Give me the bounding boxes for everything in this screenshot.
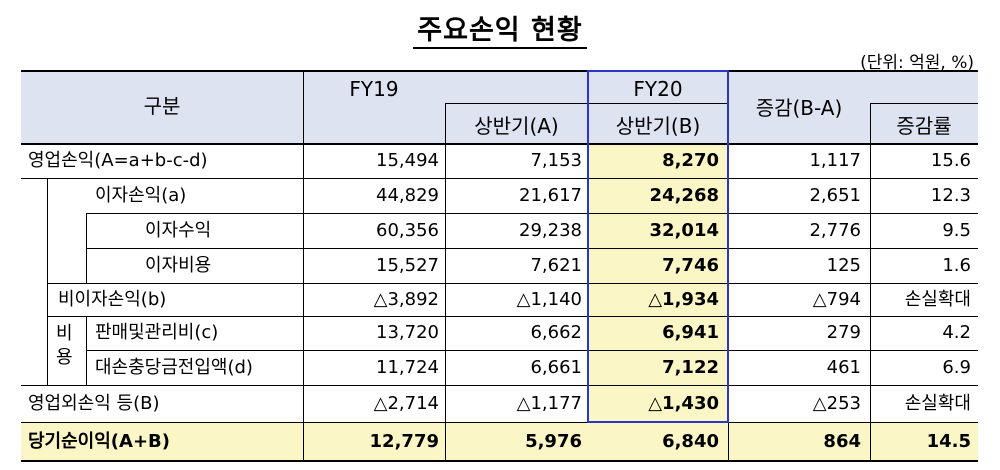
col-line-rate bbox=[870, 103, 871, 461]
fy19-value: 12,779 bbox=[369, 431, 439, 452]
row-line-2 bbox=[86, 213, 978, 214]
rate-value: 15.6 bbox=[930, 150, 971, 171]
header-background bbox=[21, 71, 978, 144]
h1b-value: 7,122 bbox=[662, 357, 719, 378]
row-line-7 bbox=[21, 385, 978, 386]
h1b-value: 24,268 bbox=[649, 185, 719, 206]
rate-value: 9.5 bbox=[942, 220, 971, 241]
rate-value: 6.9 bbox=[942, 357, 971, 378]
rate-value: 12.3 bbox=[930, 185, 971, 206]
header-mid-line-fy19 bbox=[445, 103, 588, 104]
page-title: 주요손익 현황 bbox=[0, 8, 1000, 49]
fy19-value: 15,494 bbox=[376, 150, 439, 171]
h1a-value: △1,140 bbox=[516, 289, 582, 310]
fy19-value: 60,356 bbox=[376, 220, 439, 241]
h1a-value: 6,661 bbox=[530, 357, 582, 378]
change-value: 461 bbox=[826, 357, 861, 378]
row-line-8 bbox=[21, 422, 978, 423]
h1b-value: △1,430 bbox=[648, 393, 719, 414]
indent-line-1 bbox=[47, 178, 48, 385]
total-row-background bbox=[21, 423, 978, 461]
h1b-value: 6,840 bbox=[662, 431, 719, 452]
header-bottom-border bbox=[21, 143, 978, 145]
row-line-1 bbox=[21, 178, 978, 179]
change-value: △253 bbox=[812, 393, 861, 414]
h1a-value: 7,153 bbox=[530, 150, 582, 171]
indent-line-2 bbox=[86, 213, 87, 283]
table-top-border bbox=[21, 70, 978, 72]
row-label-operating-profit: 영업손익(A=a+b-c-d) bbox=[28, 150, 208, 171]
h1b-value: 7,746 bbox=[662, 255, 719, 276]
row-label-non-operating: 영업외손익 등(B) bbox=[28, 393, 160, 414]
fy20-column-frame bbox=[587, 70, 729, 423]
header-mid-line-fy20 bbox=[588, 103, 728, 104]
h1a-value: 6,662 bbox=[530, 322, 582, 343]
row-label-non-interest: 비이자손익(b) bbox=[58, 289, 167, 310]
change-value: 864 bbox=[823, 431, 861, 452]
row-line-6 bbox=[86, 350, 978, 351]
unit-label: (단위: 억원, %) bbox=[860, 53, 974, 73]
indent-line-3 bbox=[86, 316, 87, 385]
col-line-fy19 bbox=[303, 70, 304, 461]
header-fy20-h1: 상반기(B) bbox=[615, 114, 701, 138]
h1a-value: 21,617 bbox=[519, 185, 582, 206]
header-category: 구분 bbox=[143, 94, 181, 118]
row-label-interest-revenue: 이자수익 bbox=[145, 220, 212, 241]
header-fy19-h1: 상반기(A) bbox=[474, 114, 559, 138]
header-fy19: FY19 bbox=[349, 77, 399, 101]
row-line-5 bbox=[47, 316, 978, 317]
change-value: 2,776 bbox=[809, 220, 861, 241]
row-line-3 bbox=[86, 248, 978, 249]
fy19-value: 44,829 bbox=[376, 185, 439, 206]
row-label-interest-expense: 이자비용 bbox=[145, 255, 212, 276]
h1b-value: 8,270 bbox=[662, 150, 719, 171]
fy19-value: 15,527 bbox=[376, 255, 439, 276]
fy19-value: △2,714 bbox=[373, 393, 439, 414]
header-rate: 증감률 bbox=[896, 114, 952, 138]
row-label-sga: 판매및관리비(c) bbox=[95, 322, 219, 343]
rate-value: 1.6 bbox=[942, 255, 971, 276]
row-label-interest-income-net: 이자손익(a) bbox=[95, 185, 187, 206]
h1b-value: 6,941 bbox=[662, 322, 719, 343]
rate-value: 손실확대 bbox=[904, 393, 971, 414]
rate-value: 14.5 bbox=[926, 431, 971, 452]
h1b-value: △1,934 bbox=[648, 289, 719, 310]
header-mid-line-rate bbox=[870, 103, 978, 104]
row-label-net-income: 당기순이익(A+B) bbox=[28, 431, 170, 452]
row-line-4 bbox=[47, 283, 978, 284]
h1a-value: 7,621 bbox=[530, 255, 582, 276]
h1a-value: 5,976 bbox=[525, 431, 582, 452]
rate-value: 4.2 bbox=[942, 322, 971, 343]
row-label-loan-loss: 대손충당금전입액(d) bbox=[95, 357, 253, 378]
change-value: 2,651 bbox=[809, 185, 861, 206]
change-value: 279 bbox=[826, 322, 861, 343]
change-value: △794 bbox=[812, 289, 861, 310]
col-line-h1a bbox=[445, 103, 446, 461]
h1a-value: △1,177 bbox=[516, 393, 582, 414]
change-value: 1,117 bbox=[809, 150, 861, 171]
fy19-value: 13,720 bbox=[376, 322, 439, 343]
header-fy20: FY20 bbox=[633, 77, 683, 101]
change-value: 125 bbox=[826, 255, 861, 276]
h1a-value: 29,238 bbox=[519, 220, 582, 241]
h1b-value: 32,014 bbox=[649, 220, 719, 241]
table-bottom-border bbox=[21, 460, 978, 462]
expense-side-label: 비 용 bbox=[56, 323, 73, 368]
rate-value: 손실확대 bbox=[904, 289, 971, 310]
fy19-value: △3,892 bbox=[373, 289, 439, 310]
fy19-value: 11,724 bbox=[376, 357, 439, 378]
header-change: 증감(B-A) bbox=[755, 96, 843, 120]
